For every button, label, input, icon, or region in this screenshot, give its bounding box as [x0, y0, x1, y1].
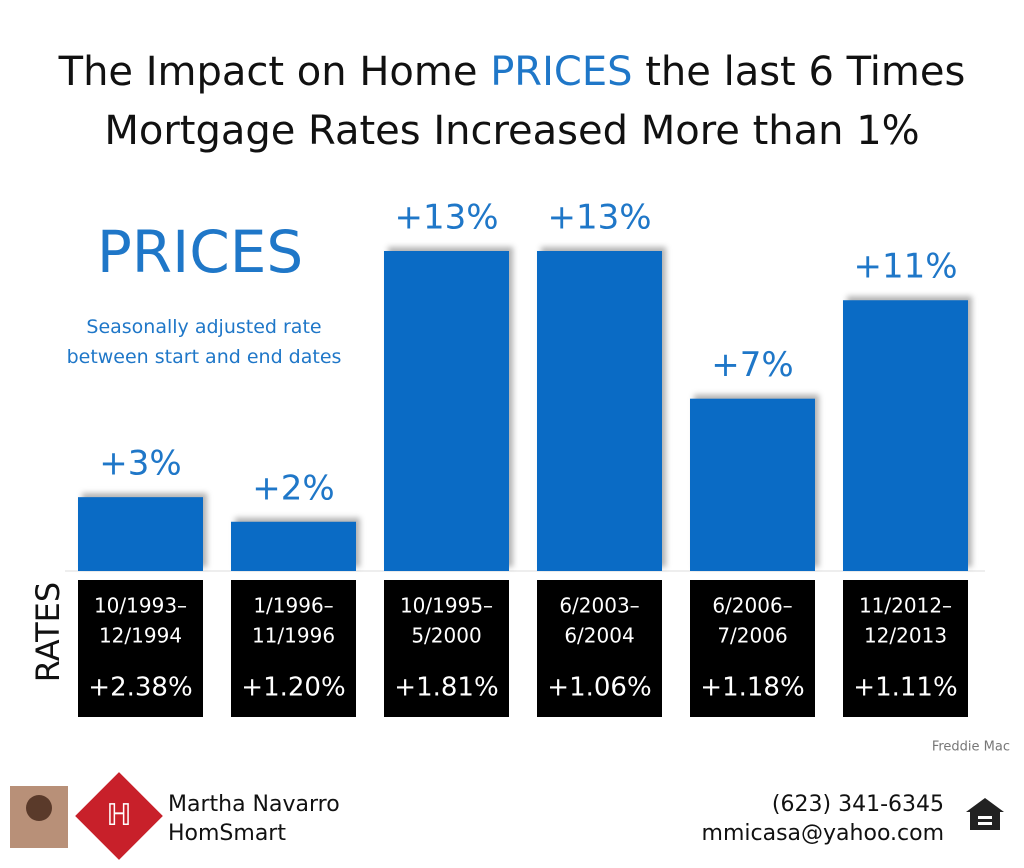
company-name: HomSmart: [168, 821, 286, 846]
date-range: 10/1993–: [94, 594, 187, 618]
email: mmicasa@yahoo.com: [702, 821, 944, 846]
title-highlight: PRICES: [490, 49, 632, 95]
date-range: 12/2013: [864, 624, 947, 648]
rate-label: +1.18%: [700, 673, 804, 703]
value-label: +3%: [99, 444, 181, 484]
title-part: The Impact on Home: [58, 49, 478, 95]
rate-box: [231, 580, 356, 717]
bar: [843, 300, 968, 571]
rates-label: RATES: [29, 582, 67, 682]
rate-label: +2.38%: [88, 673, 192, 703]
date-range: 5/2000: [411, 624, 481, 648]
date-range: 11/2012–: [859, 594, 952, 618]
chart-title: Mortgage Rates Increased More than 1%: [104, 108, 919, 154]
date-range: 11/1996: [252, 624, 335, 648]
bar: [690, 398, 815, 571]
rate-label: +1.06%: [547, 673, 651, 703]
value-label: +13%: [547, 198, 651, 238]
subtitle-line: Seasonally adjusted rate: [86, 316, 321, 338]
date-range: 7/2006: [717, 624, 787, 648]
subtitle: Seasonally adjusted rate between start an…: [67, 316, 342, 368]
date-range: 10/1995–: [400, 594, 493, 618]
bar: [537, 251, 662, 571]
date-range: 1/1996–: [253, 594, 333, 618]
rate-label: +1.20%: [241, 673, 345, 703]
rate-box: [537, 580, 662, 717]
rate-label: +1.11%: [853, 673, 957, 703]
rate-label: +1.81%: [394, 673, 498, 703]
bar: [384, 251, 509, 571]
date-range: 12/1994: [99, 624, 182, 648]
value-label: +13%: [394, 198, 498, 238]
equal-housing-icon: [978, 816, 992, 819]
value-label: +11%: [853, 247, 957, 287]
title-part: the last 6 Times: [645, 49, 965, 95]
rate-box: [843, 580, 968, 717]
agent-photo-hair: [26, 795, 52, 821]
series-label: PRICES: [97, 218, 303, 286]
phone: (623) 341-6345: [772, 792, 944, 817]
value-label: +7%: [711, 345, 793, 385]
company-logo: [75, 772, 163, 860]
subtitle-line: between start and end dates: [67, 346, 342, 368]
date-range: 6/2004: [564, 624, 634, 648]
rate-box: [78, 580, 203, 717]
date-range: 6/2003–: [559, 594, 639, 618]
rate-box: [384, 580, 509, 717]
value-label: +2%: [252, 468, 334, 508]
equal-housing-icon: [978, 822, 992, 825]
equal-housing-icon: [966, 798, 1004, 830]
chart-title: The Impact on Home PRICES the last 6 Tim…: [58, 49, 966, 95]
rate-box: [690, 580, 815, 717]
agent-name: Martha Navarro: [168, 792, 340, 817]
bar: [231, 521, 356, 571]
logo-mark: ℍ: [106, 799, 132, 832]
source: Freddie Mac: [932, 740, 1010, 755]
date-range: 6/2006–: [712, 594, 792, 618]
bar: [78, 497, 203, 571]
